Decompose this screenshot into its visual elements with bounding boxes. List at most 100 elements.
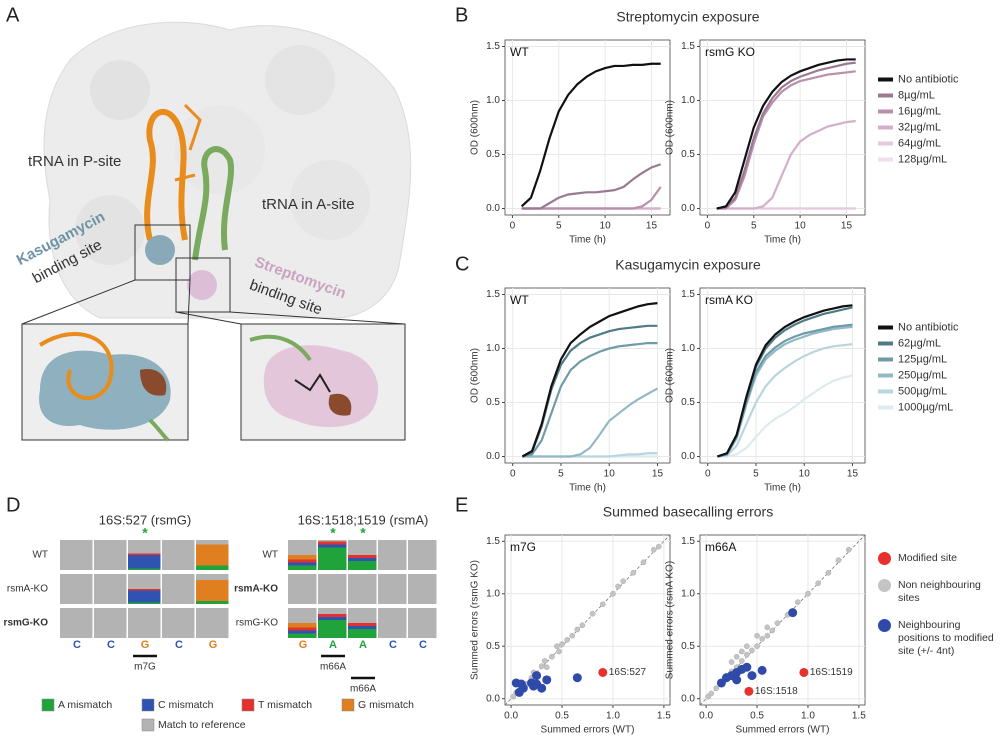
legend-label: 500µg/mL [898,385,947,397]
data-point [744,651,750,658]
coverage-bar [60,540,93,570]
mismatch-bar [348,555,377,558]
point-label: 16S:1519 [810,667,853,678]
data-point [549,653,555,660]
x-tick-label: 1.5 [852,711,866,722]
x-tick-label: 0 [705,469,711,480]
data-point [564,637,570,643]
mismatch-bar [128,589,161,591]
mismatch-bar [128,555,161,569]
mismatch-bar [348,626,377,629]
data-point [764,624,771,631]
legend-swatch [141,718,155,732]
base-letter: G [209,639,218,651]
data-point [569,632,576,639]
x-tick-label: 15 [847,469,859,480]
data-point [655,543,662,550]
data-point [615,583,621,590]
mismatch-bar [196,601,229,604]
x-axis-label: Summed errors (WT) [541,725,635,736]
x-axis-label: Time (h) [569,235,606,246]
subplot-label: rsmA KO [705,293,753,307]
mismatch-bar [348,623,377,626]
growth-curve [717,374,853,458]
data-point [630,569,637,576]
data-point [598,667,608,677]
base-letter: C [107,639,115,651]
legend-label: No antibiotic [898,321,959,333]
coverage-bar [94,540,127,570]
base-letter: C [73,639,81,651]
legend-label: No antibiotic [898,73,959,85]
y-tick-label: 1.0 [486,343,500,354]
mismatch-bar [318,614,347,617]
y-tick-label: 1.0 [486,588,500,599]
data-point [532,671,542,681]
mismatch-bar [128,602,161,604]
block-title: 16S:1518;1519 (rsmA) [298,512,429,527]
data-point [732,675,742,685]
mismatch-bar [288,562,317,566]
data-point [825,569,832,576]
coverage-bar [128,608,161,638]
x-tick-label: 0 [510,221,516,232]
y-tick-label: 1.5 [681,41,695,52]
data-point [556,648,562,655]
data-point [542,675,552,685]
legend-swatch [141,698,155,712]
row-label: rsmA-KO [7,584,48,595]
legend-label: Neighbouring positions to modified site … [898,619,994,657]
data-point [599,601,606,608]
growth-curve [522,387,658,458]
data-point [589,610,596,617]
data-point [572,673,582,683]
data-point [738,658,745,664]
row-label: rsmG-KO [4,618,49,629]
y-tick-label: 1.5 [681,536,695,547]
ribosome-illustration [21,21,412,442]
data-point [764,632,771,639]
x-tick-label: 5 [556,221,562,232]
data-point [744,643,750,650]
data-point [574,626,581,633]
data-point [579,622,586,629]
y-tick-label: 1.0 [486,95,500,106]
coverage-bar [378,574,407,604]
growth-curve [520,62,661,208]
mismatch-bar [128,590,161,603]
x-axis-label: Time (h) [569,483,606,494]
growth-curve [521,186,662,210]
legend-item: Non neighbouring sites [878,579,996,605]
base-letter: A [359,639,367,651]
point-label: 16S:527 [609,667,647,678]
mismatch-bar [288,627,317,631]
mismatch-bar [288,633,317,638]
x-tick-label: 1.0 [606,711,620,722]
data-point [738,648,745,655]
mismatch-bar [196,544,229,566]
plot-area [504,287,671,464]
plot-area [504,39,671,216]
base-letter: A [329,639,337,651]
legend-label: 1000µg/mL [898,401,953,413]
mismatch-bar [348,561,377,570]
coverage-bar [196,608,229,638]
mismatch-bar [128,568,161,570]
y-axis-label: OD (600nm) [470,348,481,403]
scatter-legend: Modified site Non neighbouring sites Neigh… [878,552,996,672]
data-point [799,667,809,677]
mismatch-bar [288,565,317,570]
y-tick-label: 1.0 [681,343,695,354]
mismatch-bar [318,547,347,570]
growth-curve [717,343,853,458]
data-point [815,580,821,587]
growth-curve [717,304,853,458]
base-letter: G [141,639,150,651]
data-point [794,599,801,606]
modification-label: m66A [320,662,346,673]
panel-label: E [455,494,468,516]
x-tick-label: 15 [841,221,853,232]
legend-label: 32µg/mL [898,121,941,133]
x-tick-label: 10 [604,469,616,480]
